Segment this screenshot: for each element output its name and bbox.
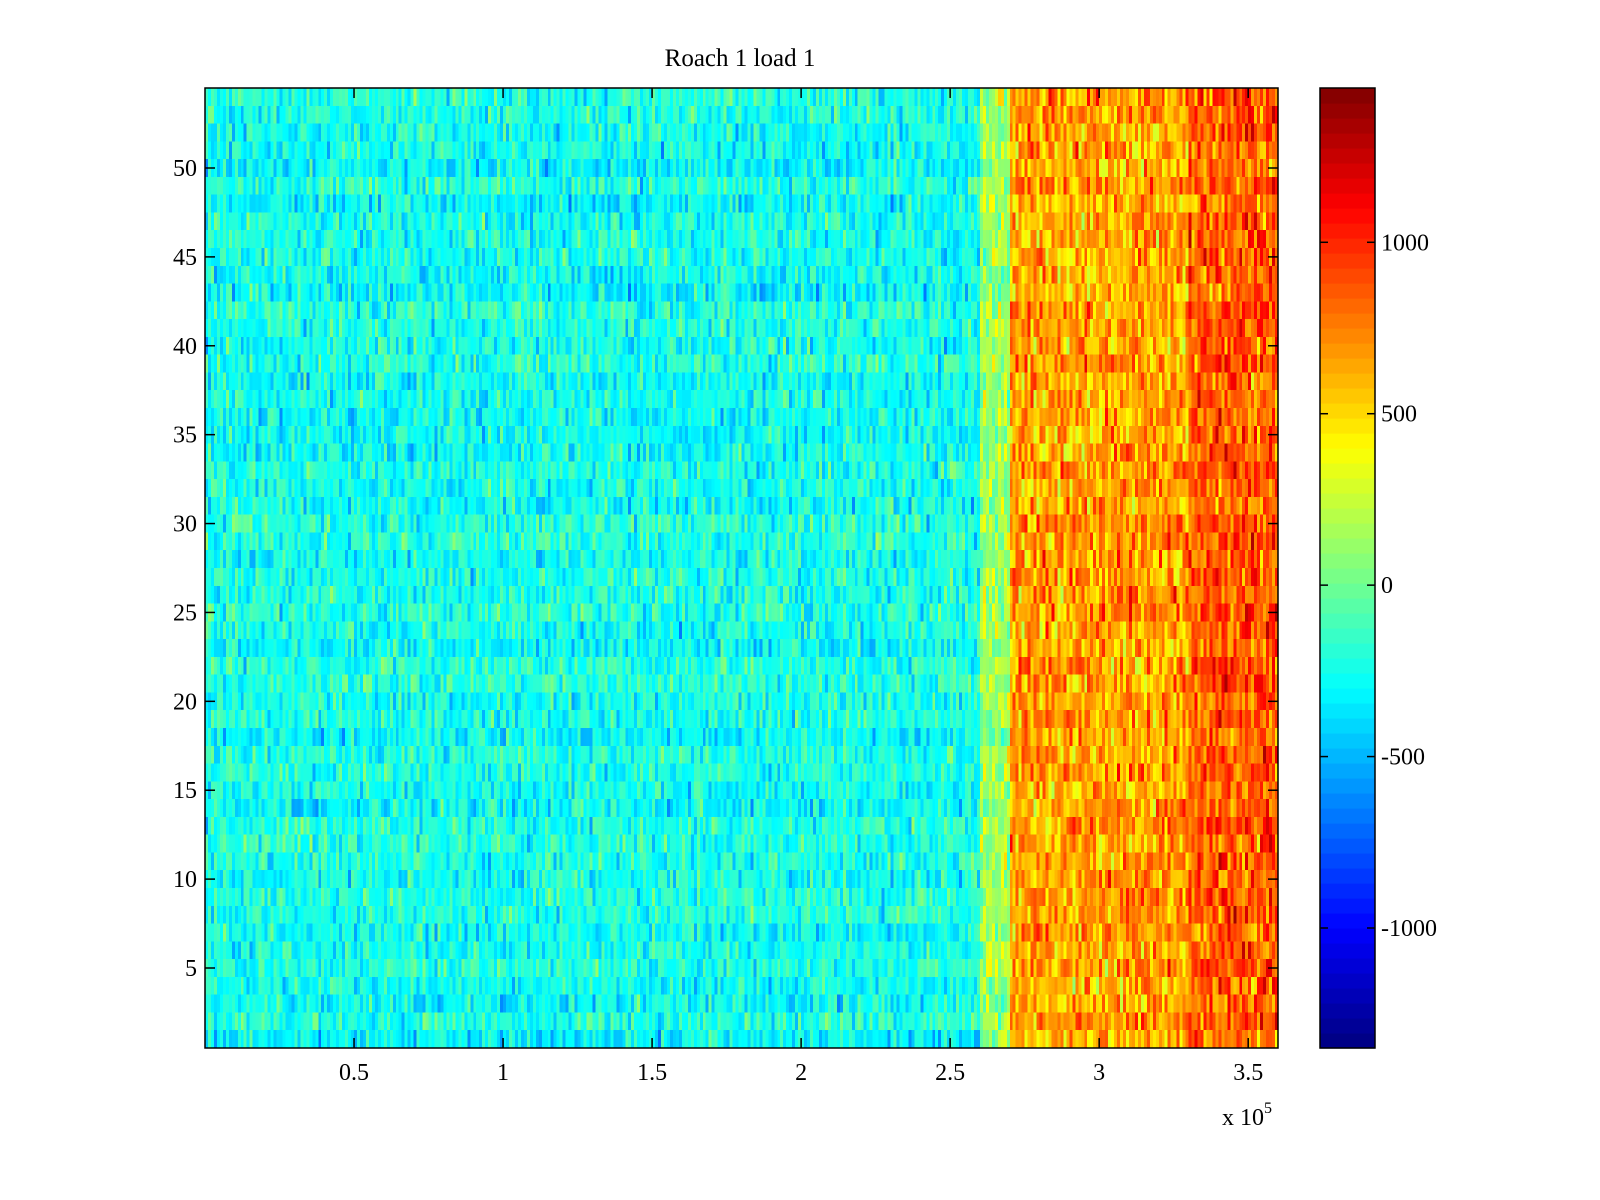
colorbar-step <box>1320 193 1375 209</box>
colorbar-step <box>1320 943 1375 959</box>
heatmap-area <box>205 88 1278 1048</box>
y-tick-label: 20 <box>173 689 197 715</box>
colorbar-step <box>1320 913 1375 929</box>
colorbar-step <box>1320 238 1375 254</box>
chart-title: Roach 1 load 1 <box>665 45 816 72</box>
colorbar-step <box>1320 88 1375 104</box>
x-multiplier-exponent: 5 <box>1264 1100 1272 1117</box>
colorbar-step <box>1320 253 1375 269</box>
y-axis: 5 10 15 20 25 30 35 40 45 50 <box>173 156 1278 982</box>
x-tick-label: 1.5 <box>637 1060 667 1086</box>
colorbar-step <box>1320 328 1375 344</box>
colorbar-step <box>1320 718 1375 734</box>
colorbar-step <box>1320 898 1375 914</box>
x-tick-label: 1 <box>497 1060 509 1086</box>
colorbar-step <box>1320 523 1375 539</box>
colorbar-step <box>1320 493 1375 509</box>
colorbar-step <box>1320 433 1375 449</box>
colorbar-step <box>1320 748 1375 764</box>
y-tick-label: 15 <box>173 778 197 804</box>
colorbar-step <box>1320 163 1375 179</box>
colorbar-step <box>1320 673 1375 689</box>
colorbar-step <box>1320 688 1375 704</box>
colorbar-step <box>1320 418 1375 434</box>
colorbar-step <box>1320 763 1375 779</box>
colorbar-step <box>1320 463 1375 479</box>
colorbar-tick-label: 500 <box>1381 402 1417 428</box>
colorbar-step <box>1320 658 1375 674</box>
y-tick-label: 50 <box>173 156 197 182</box>
colorbar-tick-label: -1000 <box>1381 916 1437 942</box>
colorbar-step <box>1320 643 1375 659</box>
colorbar: -1000 -500 0 500 1000 <box>1319 87 1437 1049</box>
colorbar-step <box>1320 793 1375 809</box>
colorbar-step <box>1320 178 1375 194</box>
colorbar-step <box>1320 1003 1375 1019</box>
colorbar-step <box>1320 133 1375 149</box>
colorbar-step <box>1320 148 1375 164</box>
colorbar-step <box>1320 508 1375 524</box>
colorbar-step <box>1320 403 1375 419</box>
heatmap-cells <box>205 88 1278 1048</box>
x-tick-label: 3.5 <box>1233 1060 1263 1086</box>
colorbar-step <box>1320 973 1375 989</box>
colorbar-step <box>1320 868 1375 884</box>
colorbar-step <box>1320 703 1375 719</box>
y-tick-label: 45 <box>173 245 197 271</box>
colorbar-step <box>1320 448 1375 464</box>
colorbar-step <box>1320 958 1375 974</box>
x-tick-label: 2.5 <box>935 1060 965 1086</box>
colorbar-step <box>1320 778 1375 794</box>
x-tick-label: 3 <box>1093 1060 1105 1086</box>
colorbar-step <box>1320 808 1375 824</box>
colorbar-step <box>1320 733 1375 749</box>
colorbar-step <box>1320 628 1375 644</box>
colorbar-step <box>1320 313 1375 329</box>
colorbar-step <box>1320 613 1375 629</box>
colorbar-step <box>1320 838 1375 854</box>
x-tick-label: 0.5 <box>339 1060 369 1086</box>
colorbar-step <box>1320 1018 1375 1034</box>
colorbar-step <box>1320 853 1375 869</box>
colorbar-tick-label: 0 <box>1381 573 1393 599</box>
colorbar-step <box>1320 583 1375 599</box>
colorbar-step <box>1320 823 1375 839</box>
colorbar-step <box>1320 1033 1375 1049</box>
colorbar-step <box>1320 568 1375 584</box>
colorbar-step <box>1320 358 1375 374</box>
colorbar-step <box>1320 988 1375 1004</box>
x-tick-label: 2 <box>795 1060 807 1086</box>
colorbar-ticks: -1000 -500 0 500 1000 <box>1320 230 1437 942</box>
y-tick-label: 10 <box>173 867 197 893</box>
x-axis: 0.5 1 1.5 2 2.5 3 3.5 <box>339 88 1263 1086</box>
colorbar-step <box>1320 553 1375 569</box>
colorbar-tick-label: 1000 <box>1381 230 1429 256</box>
colorbar-step <box>1320 298 1375 314</box>
colorbar-step <box>1320 373 1375 389</box>
y-tick-label: 30 <box>173 512 197 538</box>
colorbar-gradient <box>1320 88 1375 1049</box>
y-tick-label: 40 <box>173 334 197 360</box>
colorbar-step <box>1320 388 1375 404</box>
x-multiplier-label: x 105 <box>1222 1100 1272 1131</box>
colorbar-step <box>1320 883 1375 899</box>
colorbar-step <box>1320 343 1375 359</box>
y-tick-label: 5 <box>185 956 197 982</box>
colorbar-step <box>1320 118 1375 134</box>
y-tick-label: 25 <box>173 600 197 626</box>
colorbar-step <box>1320 928 1375 944</box>
colorbar-step <box>1320 103 1375 119</box>
colorbar-frame <box>1319 87 1376 1049</box>
plot-frame <box>204 87 1279 1049</box>
colorbar-step <box>1320 268 1375 284</box>
colorbar-step <box>1320 598 1375 614</box>
colorbar-tick-label: -500 <box>1381 745 1425 771</box>
colorbar-step <box>1320 223 1375 239</box>
colorbar-step <box>1320 538 1375 554</box>
colorbar-step <box>1320 283 1375 299</box>
colorbar-step <box>1320 208 1375 224</box>
y-tick-label: 35 <box>173 423 197 449</box>
colorbar-step <box>1320 478 1375 494</box>
